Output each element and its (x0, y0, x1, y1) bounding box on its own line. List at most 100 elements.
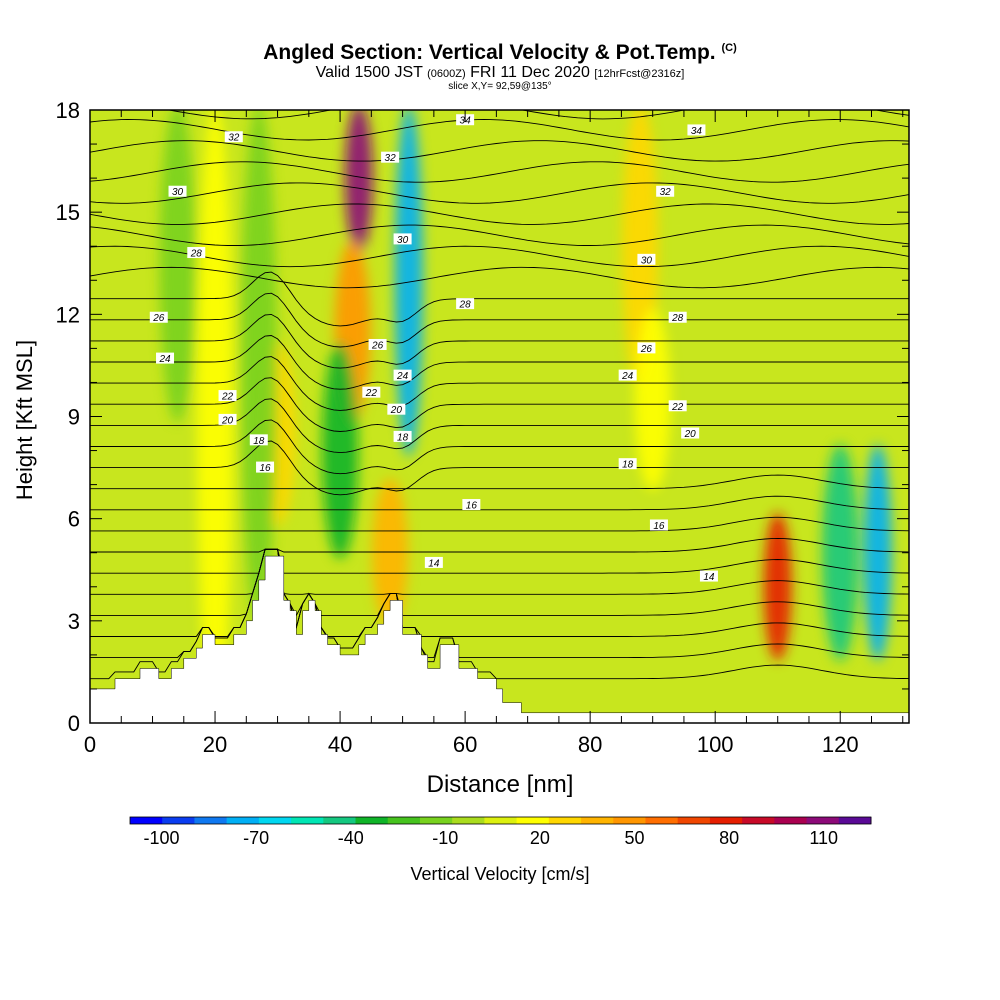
theta-label-text: 16 (653, 521, 665, 532)
colorbar-segment (484, 817, 518, 824)
theta-label-bg (637, 253, 656, 265)
x-tick-label: 40 (328, 732, 352, 757)
theta-contour-line (90, 224, 909, 246)
theta-contour-line (90, 548, 909, 595)
title-block: Angled Section: Vertical Velocity & Pot.… (0, 36, 1000, 92)
colorbar-segment (806, 817, 840, 824)
theta-label-bg (368, 338, 387, 350)
theta-label: 16 (256, 461, 275, 474)
colorbar-tick-label: -40 (338, 828, 364, 848)
colorbar-tick-label: 80 (719, 828, 739, 848)
colorbar-segment (226, 817, 260, 824)
colorbar-segment (130, 817, 163, 824)
theta-label-bg (637, 342, 656, 354)
velocity-blob (197, 110, 234, 723)
valid-date: FRI 11 Dec 2020 (470, 64, 590, 81)
theta-contour-line (90, 377, 909, 432)
y-tick-label: 18 (56, 98, 80, 123)
theta-label-bg (649, 519, 668, 531)
theta-label-text: 22 (365, 388, 378, 399)
theta-contour-line (90, 313, 909, 369)
theta-label: 18 (393, 430, 412, 443)
theta-label: 32 (381, 151, 400, 164)
theta-contour-line (90, 548, 909, 637)
x-tick-label: 120 (822, 732, 859, 757)
theta-label: 24 (156, 352, 175, 365)
x-tick-label: 20 (203, 732, 227, 757)
theta-label-text: 16 (259, 463, 271, 474)
theta-contours (90, 110, 909, 680)
theta-label-text: 28 (671, 313, 684, 324)
theta-contour-line (90, 548, 909, 574)
theta-label-bg (187, 247, 206, 259)
copyright-mark: (C) (721, 42, 737, 54)
theta-label-text: 20 (684, 429, 697, 440)
theta-label: 14 (699, 570, 718, 583)
theta-label-text: 24 (158, 354, 171, 365)
y-tick-label: 12 (56, 302, 80, 327)
theta-label-text: 30 (397, 235, 409, 246)
theta-contour-line (90, 356, 909, 411)
colorbar-segment (581, 817, 614, 824)
theta-contour-line (90, 203, 909, 225)
theta-label: 24 (618, 369, 637, 382)
theta-label-bg (387, 403, 406, 415)
y-tick-label: 0 (68, 711, 80, 736)
theta-label: 26 (637, 342, 656, 355)
theta-label-bg (149, 311, 168, 323)
chart-title: Angled Section: Vertical Velocity & Pot.… (0, 36, 1000, 65)
x-tick-label: 100 (697, 732, 734, 757)
theta-contour-line (90, 548, 909, 617)
x-axis-ticks: 0 20 40 60 80 100 120 (84, 110, 904, 757)
theta-label-bg (224, 131, 243, 143)
theta-label-text: 26 (152, 313, 165, 324)
theta-label: 30 (637, 253, 656, 266)
theta-label-bg (393, 369, 412, 381)
theta-label-text: 30 (641, 255, 653, 266)
colorbar-tick-label: -70 (243, 828, 269, 848)
theta-contour-line (90, 335, 909, 390)
theta-label: 20 (218, 413, 237, 426)
colorbar-segment (291, 817, 324, 824)
theta-label-bg (618, 369, 637, 381)
colorbar-frame (129, 816, 872, 825)
theta-contour-line (90, 182, 909, 204)
slice-info: slice X,Y= 92,59@135° (448, 81, 552, 92)
theta-label: 22 (362, 386, 381, 399)
theta-label: 16 (462, 499, 481, 512)
colorbar-segment (258, 817, 292, 824)
theta-label-text: 18 (622, 460, 634, 471)
theta-contour-line (90, 271, 909, 327)
colorbar-segment (742, 817, 775, 824)
theta-label: 28 (456, 298, 475, 311)
theta-contour-line (90, 495, 909, 511)
valid-utc: (0600Z) (427, 68, 466, 80)
theta-label: 30 (168, 185, 187, 198)
velocity-blob (344, 110, 373, 253)
theta-label-bg (362, 386, 381, 398)
colorbar-segment (613, 817, 646, 824)
y-tick-label: 3 (68, 609, 80, 634)
colorbar-segment (838, 817, 872, 824)
theta-label: 32 (224, 131, 243, 144)
theta-label: 22 (668, 400, 687, 413)
theta-label-bg (681, 427, 700, 439)
theta-contour-line (90, 516, 909, 532)
theta-label-bg (218, 390, 237, 402)
theta-label-text: 28 (190, 249, 203, 260)
theta-label-text: 24 (621, 371, 634, 382)
theta-label-bg (381, 151, 400, 163)
colorbar-tick-label: -100 (144, 828, 180, 848)
velocity-blob (863, 444, 892, 661)
theta-label-text: 18 (253, 436, 265, 447)
velocity-blob (822, 444, 859, 661)
colorbar-segment (516, 817, 550, 824)
theta-label: 22 (218, 390, 237, 403)
colorbar-segment (419, 817, 453, 824)
theta-label: 18 (618, 458, 637, 471)
theta-label-text: 14 (428, 558, 440, 569)
theta-label-bg (424, 556, 443, 568)
colorbar-segment (162, 817, 195, 824)
theta-contour-line (90, 140, 909, 162)
